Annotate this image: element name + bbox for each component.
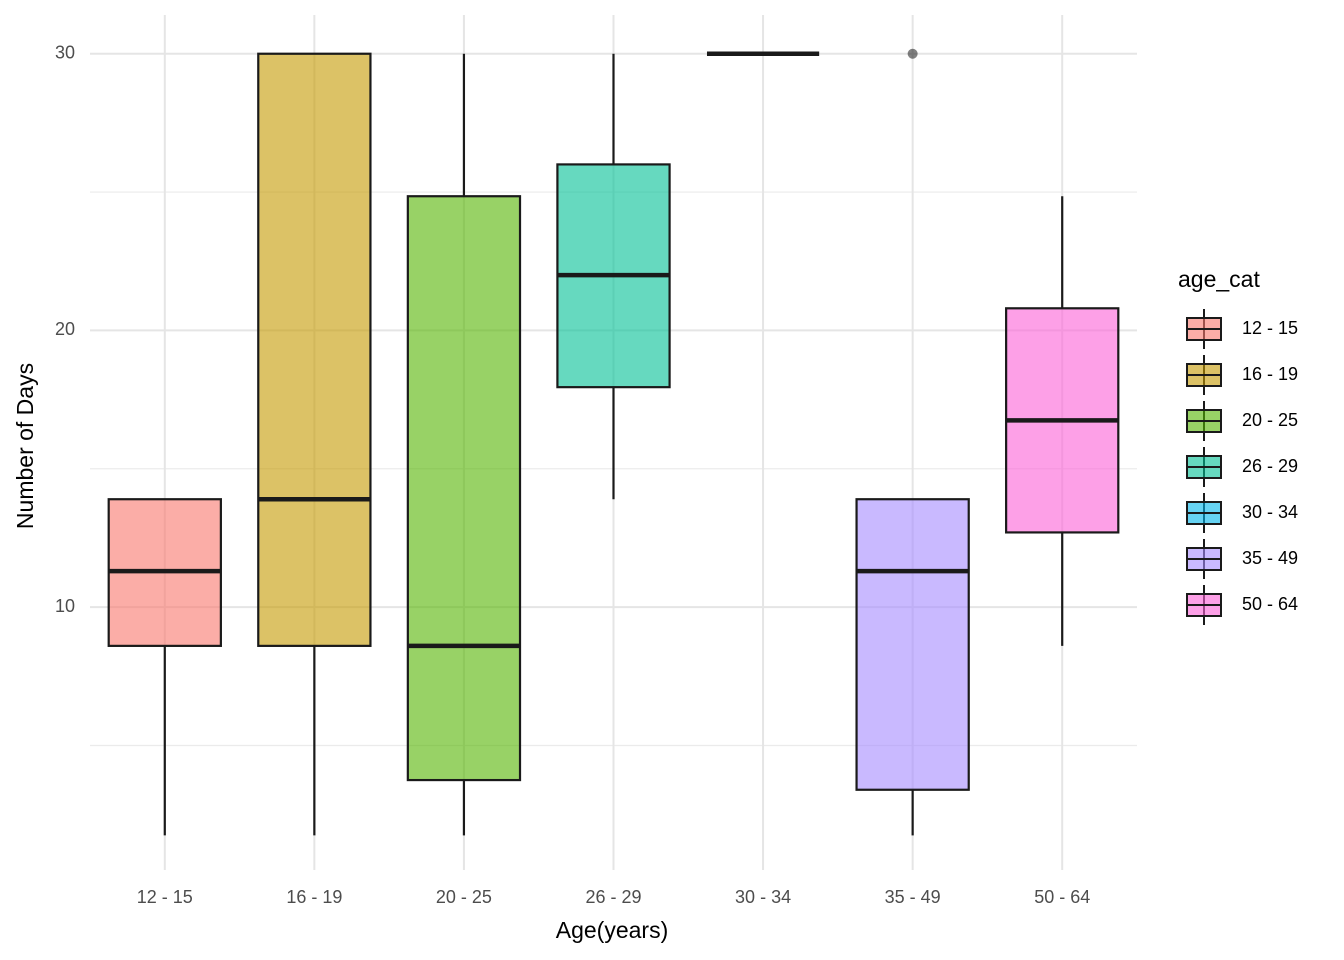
x-tick-label: 12 - 15 <box>137 887 193 907</box>
x-tick-label: 26 - 29 <box>585 887 641 907</box>
x-axis-title: Age(years) <box>556 917 668 943</box>
y-tick-label: 30 <box>55 42 75 62</box>
y-tick-label: 20 <box>55 319 75 339</box>
legend-label: 35 - 49 <box>1242 548 1298 568</box>
outlier <box>907 48 918 59</box>
box <box>406 195 522 782</box>
x-tick-label: 50 - 64 <box>1034 887 1090 907</box>
x-tick-label: 30 - 34 <box>735 887 791 907</box>
box <box>855 498 970 791</box>
y-axis-title: Number of Days <box>12 363 38 529</box>
legend-label: 26 - 29 <box>1242 456 1298 476</box>
x-tick-label: 20 - 25 <box>436 887 492 907</box>
legend-label: 30 - 34 <box>1242 502 1298 522</box>
legend-label: 50 - 64 <box>1242 594 1298 614</box>
x-tick-label: 16 - 19 <box>286 887 342 907</box>
x-tick-label: 35 - 49 <box>885 887 941 907</box>
legend-label: 12 - 15 <box>1242 318 1298 338</box>
legend-label: 20 - 25 <box>1242 410 1298 430</box>
y-tick-label: 10 <box>55 596 75 616</box>
legend-title: age_cat <box>1178 266 1260 292</box>
legend-label: 16 - 19 <box>1242 364 1298 384</box>
box <box>257 52 372 647</box>
plot <box>107 48 1120 836</box>
